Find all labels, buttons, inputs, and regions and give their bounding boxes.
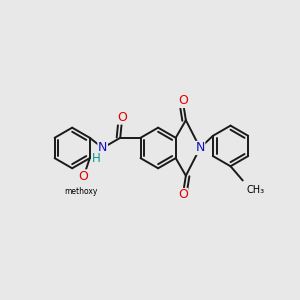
Text: H: H [92,152,101,165]
Text: CH₃: CH₃ [247,184,265,194]
Text: methoxy: methoxy [64,187,97,196]
Text: O: O [79,170,88,183]
Text: N: N [195,142,205,154]
Text: O: O [117,111,127,124]
Text: O: O [178,188,188,202]
Text: N: N [98,142,107,154]
Text: O: O [178,94,188,107]
